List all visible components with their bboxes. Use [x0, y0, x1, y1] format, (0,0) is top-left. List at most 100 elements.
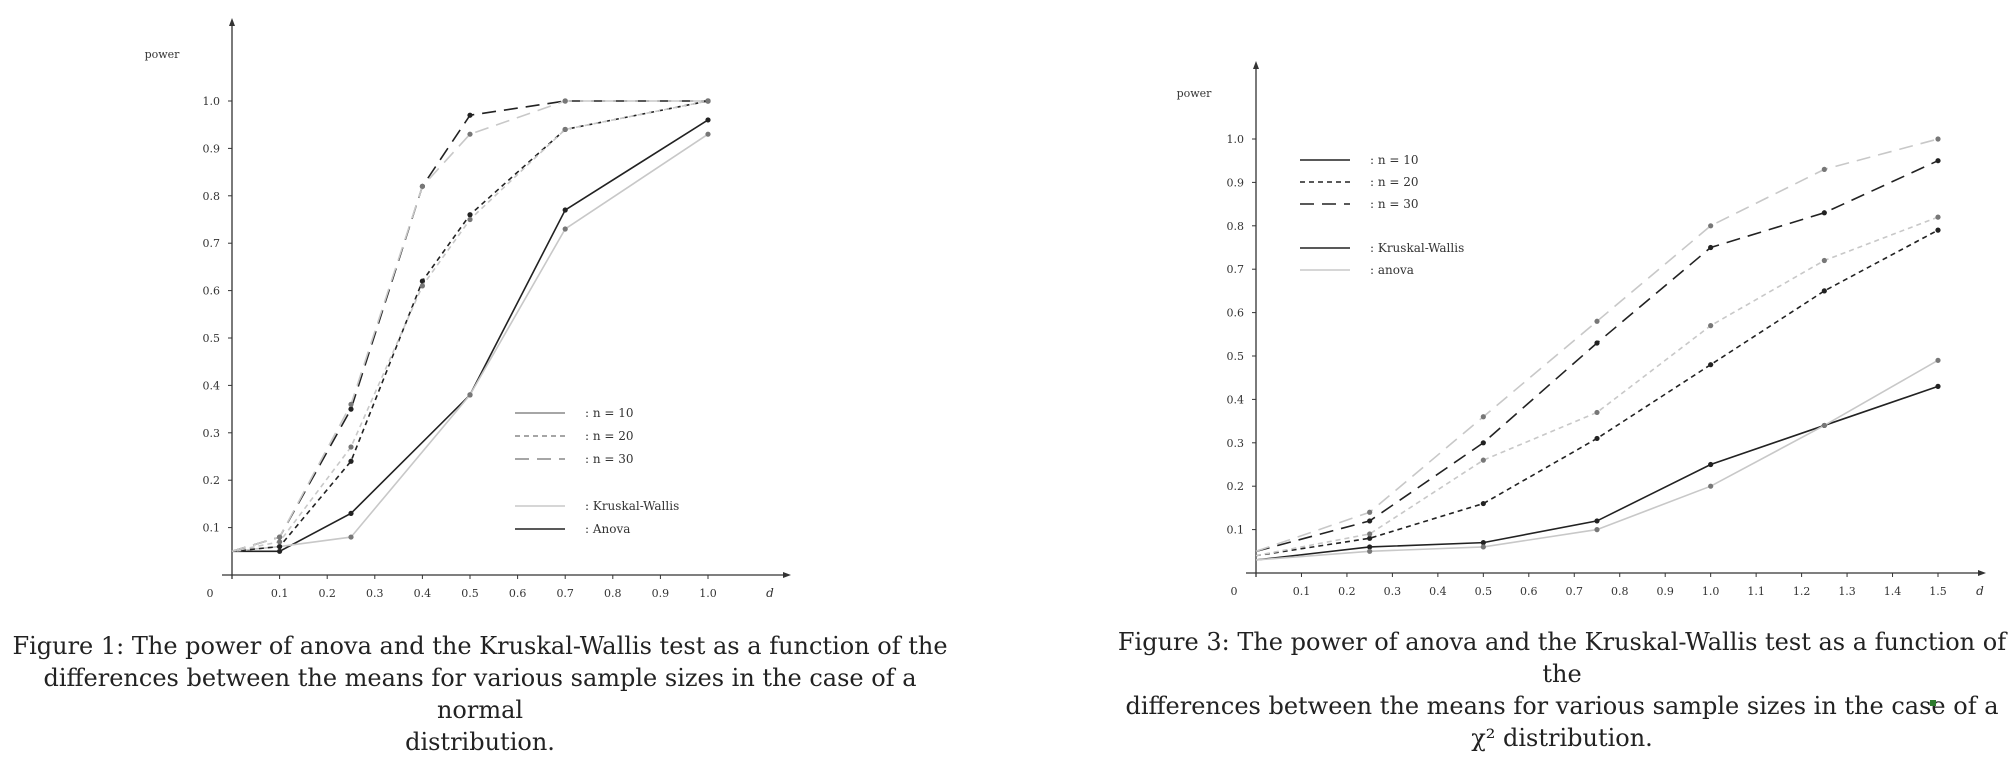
y-tick-label: 0.9 — [1227, 176, 1245, 189]
data-point — [1594, 518, 1600, 524]
data-point — [1480, 540, 1486, 546]
data-point — [1480, 544, 1486, 550]
data-point — [348, 534, 354, 540]
figure-3-caption: Figure 3: The power of anova and the Kru… — [1110, 626, 2014, 754]
x-tick-label: 0.8 — [604, 587, 622, 600]
x-tick-label: 0.8 — [1611, 585, 1629, 598]
data-point — [1594, 340, 1600, 346]
x-tick-label: 0.9 — [652, 587, 670, 600]
data-point — [562, 98, 568, 104]
origin-label: 0 — [1231, 585, 1238, 598]
y-tick-label: 0.1 — [203, 522, 221, 535]
y-tick-label: 0.6 — [203, 285, 221, 298]
x-tick-label: 1.2 — [1793, 585, 1811, 598]
data-point — [1708, 244, 1714, 251]
y-tick-label: 0.7 — [203, 237, 221, 250]
y-tick-label: 0.4 — [1227, 393, 1245, 406]
x-tick-label: 1.4 — [1884, 585, 1902, 598]
data-point — [1367, 531, 1373, 537]
data-point — [1480, 440, 1486, 446]
legend-label: : n = 10 — [1370, 153, 1419, 167]
x-tick-label: 1.5 — [1929, 585, 1947, 598]
data-point — [467, 131, 473, 137]
data-point — [1480, 414, 1486, 420]
data-point — [1708, 483, 1714, 489]
x-tick-label: 0.1 — [1293, 585, 1311, 598]
series-line-anova-n10 — [232, 119, 709, 553]
y-tick-label: 1.0 — [1227, 133, 1245, 146]
data-point — [1367, 544, 1373, 550]
caption-line: χ² distribution. — [1471, 724, 1653, 752]
x-tick-label: 1.0 — [699, 587, 717, 600]
x-tick-label: 0.5 — [1475, 585, 1493, 598]
y-tick-label: 1.0 — [203, 95, 221, 108]
x-axis-label: d — [1976, 584, 1984, 598]
chart-3: 0.1 0.2 0.3 0.4 0.5 0.6 0.7 0.8 0.9 1.0 1.1 1.2 1.3 1… — [1177, 61, 1986, 598]
x-axis-arrow-icon — [783, 572, 791, 578]
data-point — [1935, 383, 1941, 389]
x-tick-label: 0.9 — [1656, 585, 1674, 598]
data-point — [1594, 318, 1600, 324]
y-tick-label: 0.6 — [1227, 307, 1245, 320]
data-point — [277, 539, 283, 545]
data-point — [277, 543, 283, 550]
data-point — [1935, 136, 1941, 142]
series-line-kruskal-wallis-n10 — [231, 133, 709, 553]
y-tick-label: 0.8 — [1227, 220, 1245, 233]
legend-label: : n = 30 — [585, 452, 634, 466]
data-point — [1367, 509, 1373, 515]
figure-1: 0.1 0.2 0.3 0.4 0.5 0.6 0.7 0.8 0.9 1.0 0.1 0.2 0.3 0… — [0, 0, 980, 756]
legend-label: : Kruskal-Wallis — [585, 499, 679, 513]
data-point — [705, 131, 711, 137]
data-point — [1821, 288, 1827, 294]
caption-line: Figure 3: The power of anova and the Kru… — [1117, 628, 2007, 688]
data-point — [467, 216, 473, 223]
legend-label: : n = 30 — [1370, 197, 1419, 211]
caption-line: Figure 1: The power of anova and the Kru… — [12, 632, 948, 660]
x-axis-label: d — [766, 586, 774, 600]
data-point — [1708, 362, 1714, 368]
data-point — [348, 510, 354, 516]
data-point — [467, 392, 473, 398]
green-dot-marker — [1930, 700, 1936, 706]
series-group — [1255, 136, 1941, 561]
x-tick-label: 0.2 — [1338, 585, 1356, 598]
x-tick-label: 0.6 — [1520, 585, 1538, 598]
y-tick-label: 0.9 — [203, 142, 221, 155]
data-point — [1708, 223, 1714, 229]
series-line-anova-n20 — [1255, 216, 1939, 557]
figure-3: 0.1 0.2 0.3 0.4 0.5 0.6 0.7 0.8 0.9 1.0 1.1 1.2 1.3 1… — [1110, 0, 2014, 752]
x-tick-label: 0.5 — [461, 587, 479, 600]
x-axis-arrow-icon — [1978, 570, 1986, 576]
caption-line: differences between the means for variou… — [1125, 692, 1999, 720]
y-tick-label: 0.5 — [1227, 350, 1245, 363]
y-tick-label: 0.4 — [203, 379, 221, 392]
x-tick-label: 1.1 — [1747, 585, 1765, 598]
data-point — [1594, 435, 1600, 442]
y-axis-label: power — [145, 48, 181, 61]
data-point — [1480, 457, 1486, 463]
x-tick-label: 1.0 — [1702, 585, 1720, 598]
data-point — [1935, 214, 1941, 220]
x-tick-label: 0.4 — [414, 587, 432, 600]
data-point — [1935, 227, 1941, 233]
data-point — [1367, 518, 1373, 524]
series-line-kruskal-wallis-n30 — [1255, 159, 1939, 553]
data-point — [1708, 461, 1714, 468]
data-point — [1594, 527, 1600, 533]
legend-label: : Kruskal-Wallis — [1370, 241, 1464, 255]
x-tick-label: 0.3 — [366, 587, 384, 600]
data-point — [277, 534, 283, 540]
y-tick-label: 0.3 — [203, 427, 221, 440]
legend: : n = 10 : n = 20 : n = 30 : Kruskal-Wallis… — [515, 406, 679, 536]
legend-label: : n = 20 — [1370, 175, 1419, 189]
data-point — [277, 548, 283, 554]
data-point — [562, 207, 568, 213]
x-tick-label: 0.7 — [556, 587, 574, 600]
legend-label: : n = 10 — [585, 406, 634, 420]
y-tick-label: 0.1 — [1227, 524, 1245, 537]
x-tick-label: 0.2 — [318, 587, 336, 600]
data-point — [1935, 357, 1941, 363]
legend-label: : n = 20 — [585, 429, 634, 443]
axes: 0.1 0.2 0.3 0.4 0.5 0.6 0.7 0.8 0.9 1.0 1.1 1.2 1.3 1… — [1177, 61, 1986, 598]
